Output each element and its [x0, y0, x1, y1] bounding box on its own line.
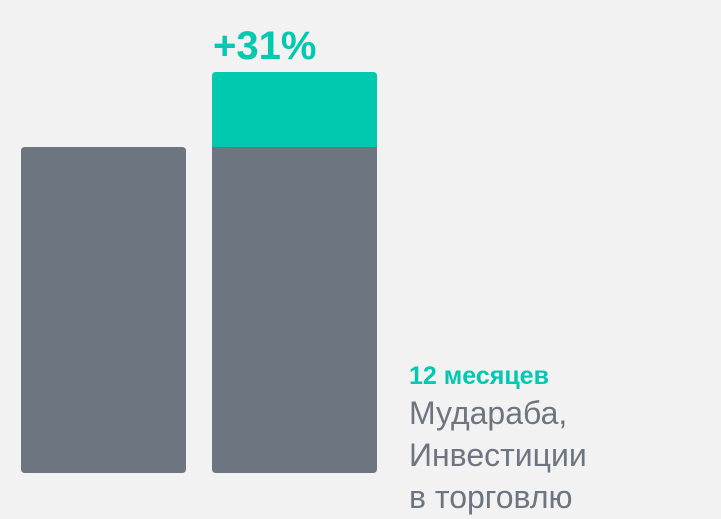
- caption-period: 12 месяцев: [409, 362, 549, 390]
- bar-2-segment-1: [212, 146, 377, 473]
- caption-line-3: в торговлю: [409, 479, 573, 515]
- gain-label: +31%: [213, 24, 317, 68]
- bar-1-segment-1: [21, 146, 186, 473]
- caption-line-1: Мудараба,: [409, 395, 568, 431]
- bars-group: [21, 72, 377, 473]
- caption-line-2: Инвестиции: [409, 437, 587, 473]
- caption: 12 месяцев Мудараба, Инвестиции в торгов…: [409, 360, 709, 518]
- bar-2-segment-2: [212, 72, 377, 147]
